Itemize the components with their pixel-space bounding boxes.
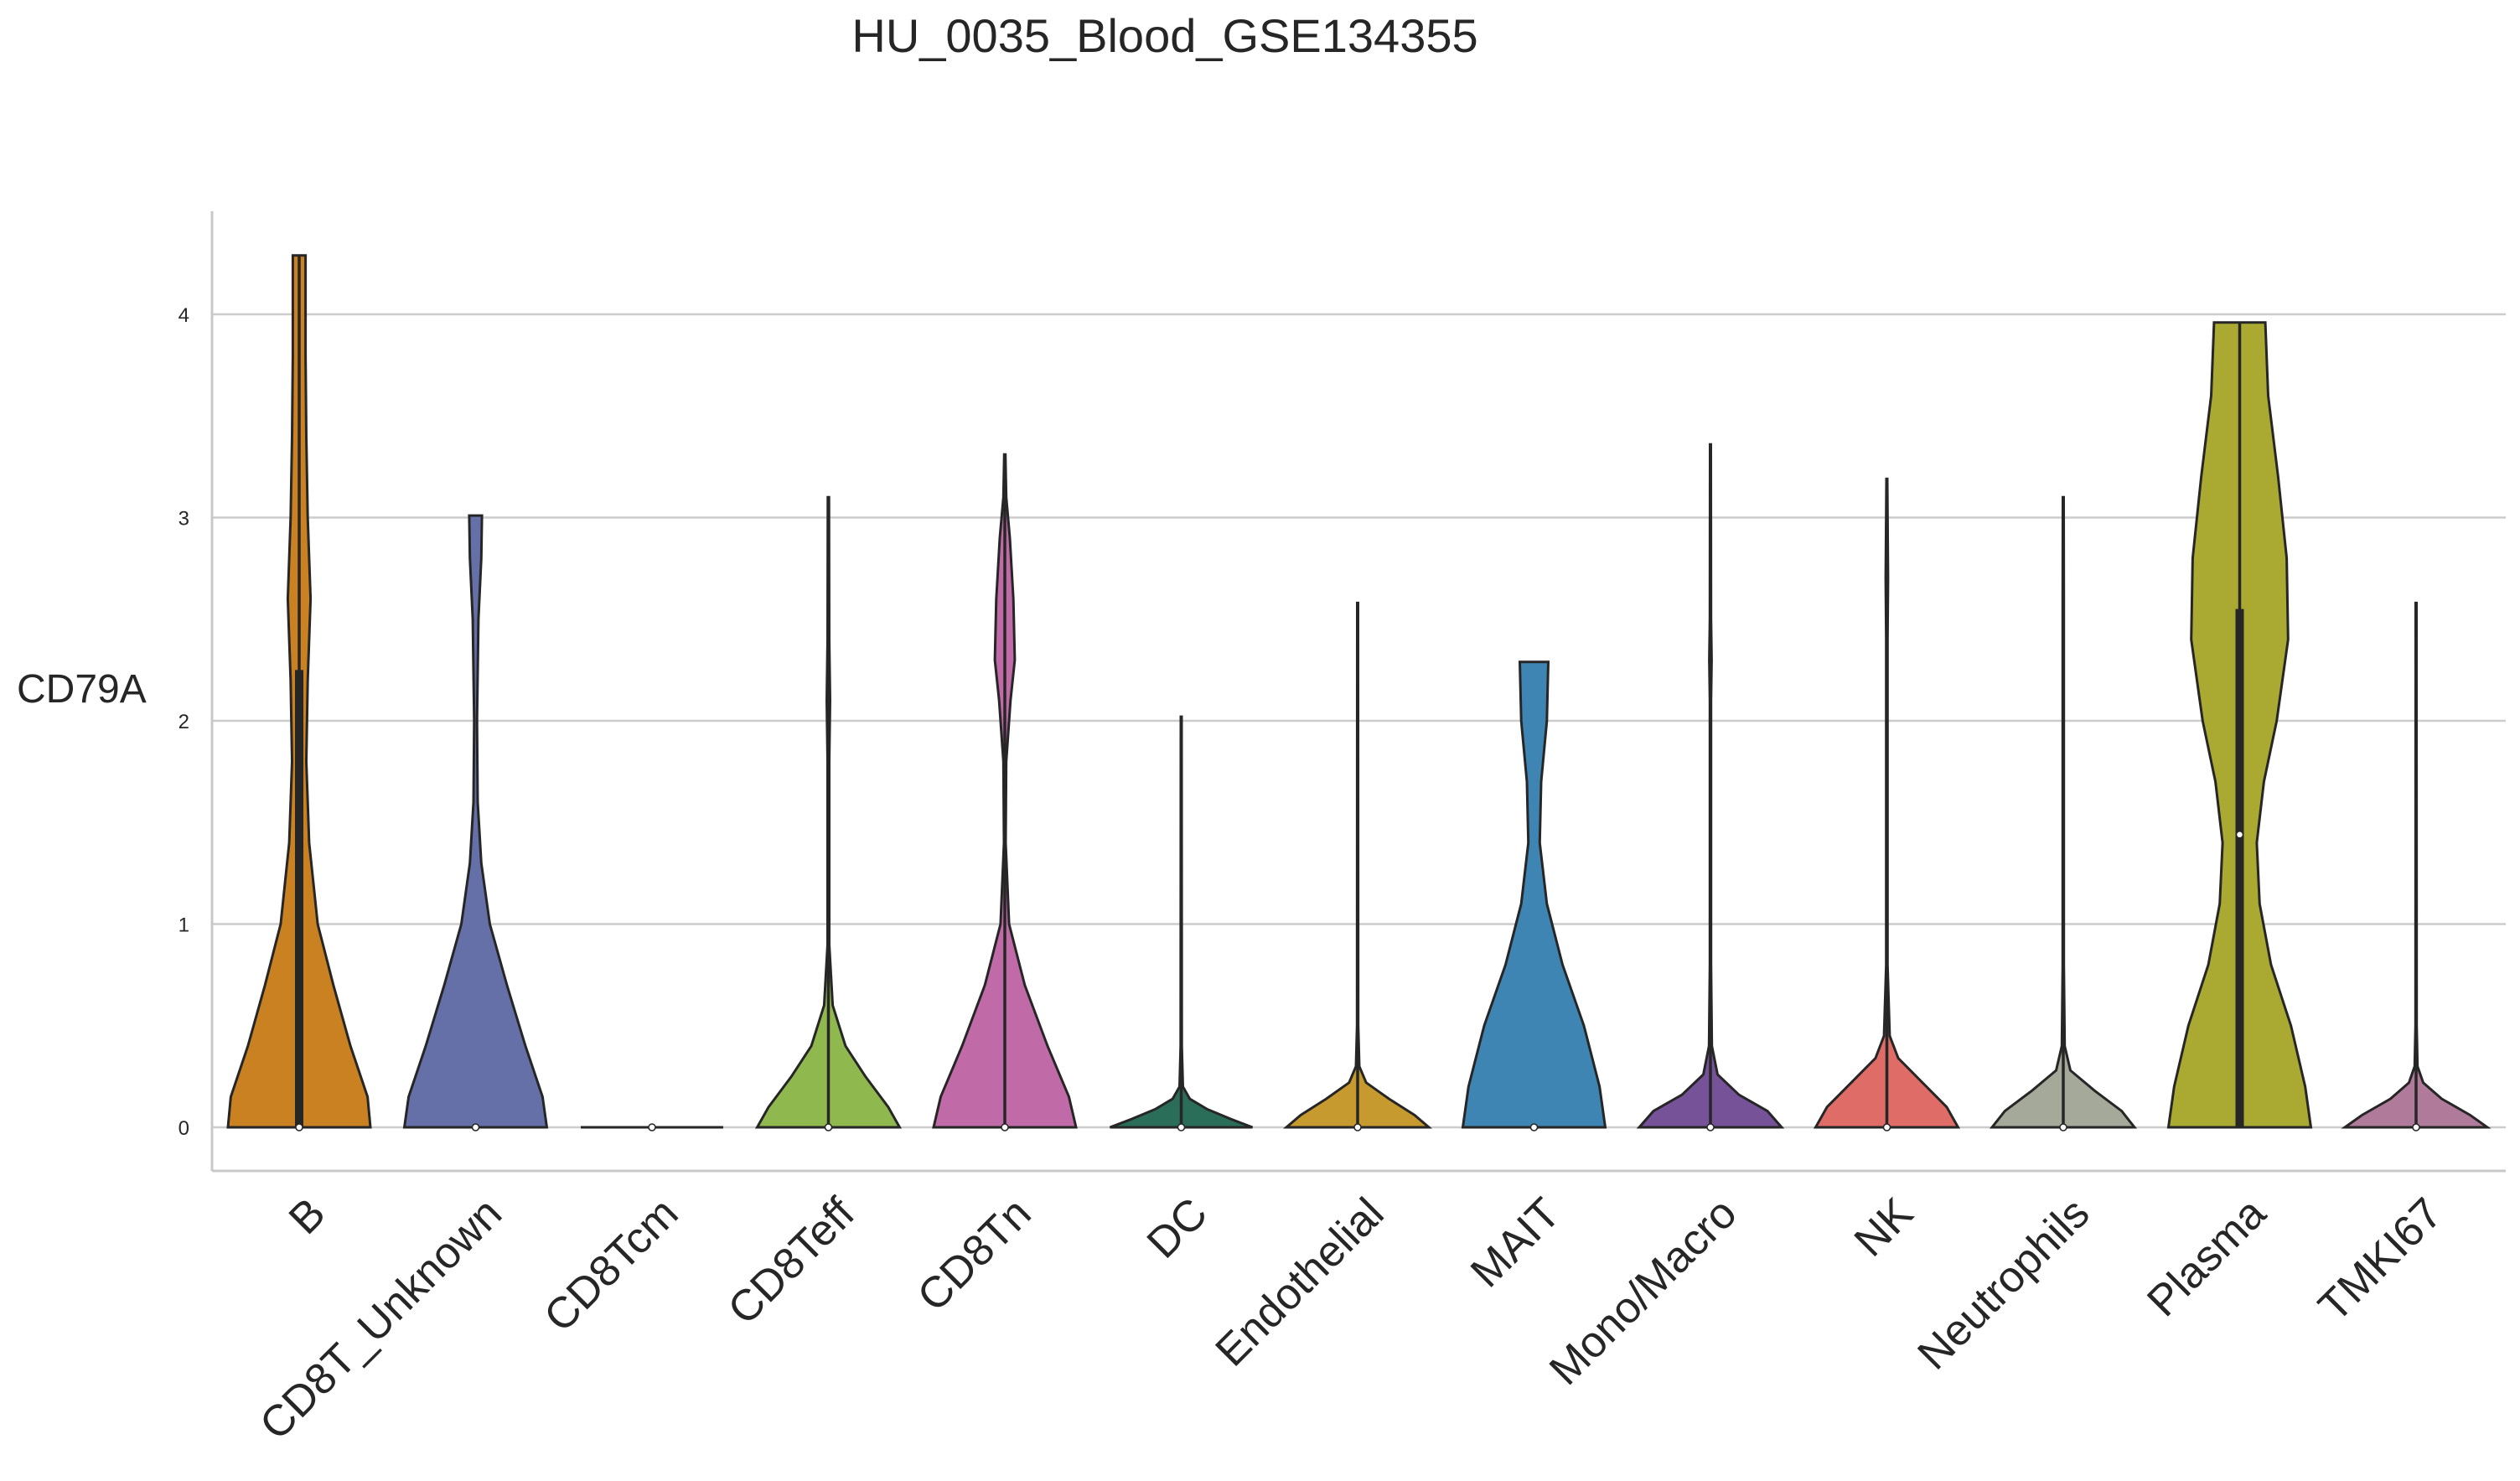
violin-cd8tcm: [581, 1124, 723, 1131]
y-tick-label-3: 3: [179, 508, 189, 531]
x-tick-label-cd8tn: CD8Tn: [908, 1188, 1040, 1320]
x-tick-label-nk: NK: [1845, 1188, 1922, 1266]
violin-median-dot: [649, 1124, 655, 1131]
violin-body: [405, 515, 547, 1127]
violin-mono-macro: [1639, 444, 1782, 1131]
y-axis-label: CD79A: [17, 667, 147, 712]
y-tick-label-1: 1: [179, 914, 189, 937]
x-tick-label-dc: DC: [1138, 1188, 1217, 1267]
violin-iqr-box: [295, 670, 303, 1127]
violin-nk: [1816, 479, 1959, 1131]
violin-median-dot: [2413, 1124, 2419, 1131]
violins: [228, 256, 2487, 1131]
x-tick-label-cd8teff: CD8Teff: [719, 1188, 865, 1334]
x-tick-label-neutrophils: Neutrophils: [1909, 1188, 2099, 1379]
violin-cd8t-unknown: [405, 515, 547, 1131]
violin-median-dot: [1884, 1124, 1891, 1131]
violin-b: [228, 256, 370, 1131]
violin-endothelial: [1286, 603, 1429, 1131]
x-tick-label-cd8tcm: CD8Tcm: [536, 1188, 688, 1341]
x-tick-label-plasma: Plasma: [2138, 1188, 2275, 1326]
violin-median-dot: [825, 1124, 832, 1131]
violin-cd8tn: [934, 454, 1076, 1131]
x-tick-label-mono-macro: Mono/Macro: [1540, 1188, 1746, 1394]
violin-median-dot: [1178, 1124, 1185, 1131]
violin-median-dot: [2060, 1124, 2067, 1131]
x-tick-label-cd8t-unknown: CD8T_Unknown: [251, 1188, 511, 1449]
violin-neutrophils: [1992, 497, 2134, 1131]
y-tick-label-2: 2: [179, 711, 189, 733]
y-tick-labels: 0 1 2 3 4: [179, 304, 189, 1140]
violin-median-dot: [2237, 831, 2243, 838]
violin-mait: [1463, 662, 1606, 1131]
violin-cd8teff: [758, 497, 900, 1131]
violin-iqr-box: [2236, 609, 2244, 1127]
x-tick-label-endothelial: Endothelial: [1207, 1188, 1394, 1375]
violin-tmki67: [2345, 603, 2487, 1131]
violin-median-dot: [1001, 1124, 1008, 1131]
y-tick-label-4: 4: [179, 304, 189, 327]
violin-median-dot: [296, 1124, 303, 1131]
x-tick-label-mait: MAIT: [1462, 1188, 1570, 1297]
violin-body: [1463, 662, 1606, 1127]
x-tick-label-tmki67: TMKI67: [2310, 1188, 2452, 1331]
y-tick-label-0: 0: [179, 1117, 189, 1140]
x-tick-label-b: B: [280, 1188, 335, 1244]
chart-title: HU_0035_Blood_GSE134355: [851, 9, 1477, 62]
violin-median-dot: [473, 1124, 479, 1131]
violin-plasma: [2169, 323, 2311, 1127]
violin-median-dot: [1531, 1124, 1538, 1131]
violin-median-dot: [1354, 1124, 1361, 1131]
violin-median-dot: [1707, 1124, 1714, 1131]
